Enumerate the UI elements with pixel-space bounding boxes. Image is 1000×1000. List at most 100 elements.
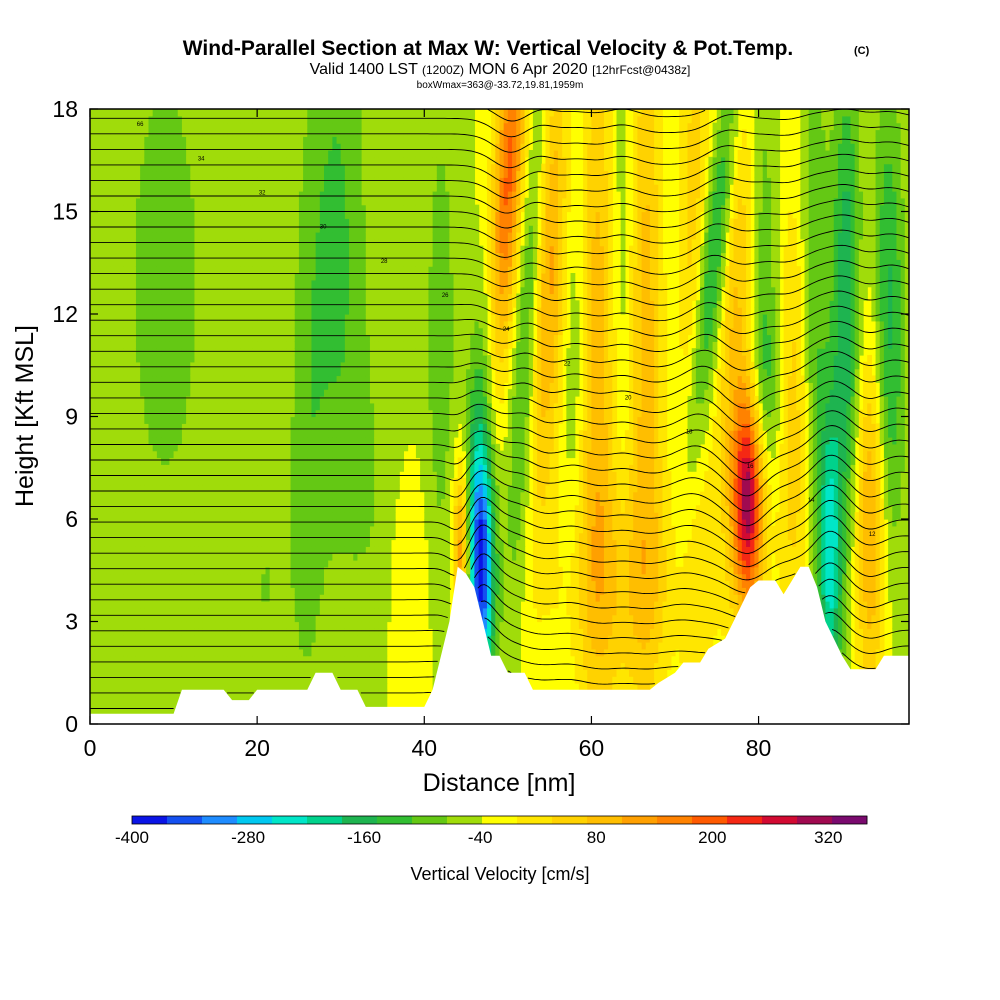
velocity-cell <box>273 327 279 336</box>
velocity-cell <box>98 696 104 705</box>
velocity-cell <box>215 642 221 650</box>
velocity-cell <box>311 143 317 151</box>
velocity-cell <box>152 375 158 383</box>
velocity-cell <box>219 115 225 124</box>
velocity-cell <box>286 252 292 260</box>
velocity-cell <box>240 402 246 411</box>
velocity-cell <box>311 279 317 288</box>
velocity-cell <box>106 676 112 684</box>
velocity-cell <box>90 334 95 342</box>
velocity-cell <box>119 170 125 178</box>
velocity-cell <box>202 177 208 185</box>
velocity-cell <box>273 232 279 240</box>
velocity-cell <box>219 368 225 377</box>
velocity-cell <box>227 129 233 137</box>
velocity-cell <box>265 184 271 192</box>
velocity-cell <box>181 225 187 233</box>
velocity-cell <box>319 525 325 534</box>
velocity-cell <box>265 218 271 226</box>
velocity-cell <box>227 566 233 575</box>
velocity-cell <box>307 396 313 404</box>
velocity-cell <box>161 635 166 643</box>
velocity-cell <box>261 621 267 629</box>
velocity-cell <box>169 560 175 568</box>
velocity-cell <box>269 225 275 233</box>
velocity-cell <box>232 320 237 329</box>
velocity-cell <box>257 621 262 629</box>
velocity-cell <box>223 662 229 670</box>
velocity-cell <box>152 348 158 356</box>
velocity-cell <box>140 252 145 260</box>
velocity-cell <box>123 648 129 657</box>
velocity-cell <box>169 648 175 657</box>
velocity-cell <box>140 614 145 623</box>
velocity-cell <box>215 293 221 301</box>
velocity-cell <box>298 498 304 506</box>
velocity-cell <box>261 300 267 308</box>
velocity-cell <box>165 122 170 131</box>
velocity-cell <box>177 648 183 657</box>
velocity-cell <box>211 232 216 240</box>
velocity-cell <box>303 457 308 465</box>
velocity-cell <box>303 464 308 472</box>
velocity-cell <box>298 211 304 219</box>
velocity-cell <box>140 532 145 541</box>
velocity-cell <box>236 607 242 616</box>
velocity-cell <box>290 368 296 377</box>
velocity-cell <box>198 648 204 657</box>
velocity-cell <box>140 484 145 493</box>
velocity-cell <box>227 300 233 308</box>
velocity-cell <box>173 355 179 363</box>
velocity-cell <box>106 402 112 411</box>
velocity-cell <box>265 129 271 137</box>
velocity-cell <box>90 361 95 370</box>
velocity-cell <box>156 361 162 370</box>
velocity-cell <box>94 703 99 711</box>
velocity-cell <box>106 669 112 677</box>
velocity-cell <box>190 491 196 500</box>
velocity-cell <box>273 382 279 390</box>
velocity-cell <box>273 109 279 117</box>
velocity-cell <box>148 109 154 117</box>
velocity-cell <box>240 197 246 206</box>
velocity-cell <box>131 525 137 534</box>
velocity-cell <box>115 320 120 329</box>
velocity-cell <box>252 676 258 684</box>
velocity-cell <box>307 553 313 561</box>
velocity-cell <box>240 443 246 452</box>
velocity-cell <box>94 532 99 541</box>
velocity-cell <box>169 389 175 397</box>
velocity-cell <box>240 450 246 459</box>
velocity-cell <box>202 273 208 281</box>
velocity-cell <box>273 341 279 349</box>
velocity-cell <box>252 423 258 431</box>
velocity-cell <box>273 621 279 629</box>
velocity-cell <box>236 109 242 117</box>
velocity-cell <box>148 594 154 602</box>
velocity-cell <box>232 683 237 691</box>
velocity-cell <box>190 327 196 336</box>
velocity-cell <box>198 197 204 206</box>
velocity-cell <box>244 553 250 561</box>
velocity-cell <box>198 430 204 438</box>
velocity-cell <box>273 300 279 308</box>
velocity-cell <box>161 348 166 356</box>
velocity-cell <box>269 642 275 650</box>
velocity-cell <box>98 553 104 561</box>
velocity-cell <box>102 594 108 602</box>
velocity-cell <box>278 225 283 233</box>
velocity-cell <box>127 648 133 657</box>
velocity-cell <box>110 464 116 472</box>
velocity-cell <box>119 669 125 677</box>
velocity-cell <box>286 150 292 158</box>
velocity-cell <box>294 532 300 541</box>
velocity-cell <box>127 109 133 117</box>
velocity-cell <box>207 437 212 445</box>
velocity-cell <box>298 525 304 534</box>
velocity-cell <box>119 642 125 650</box>
velocity-cell <box>177 614 183 623</box>
velocity-cell <box>227 416 233 424</box>
velocity-cell <box>135 683 141 691</box>
velocity-cell <box>102 163 108 172</box>
velocity-cell <box>223 450 229 459</box>
